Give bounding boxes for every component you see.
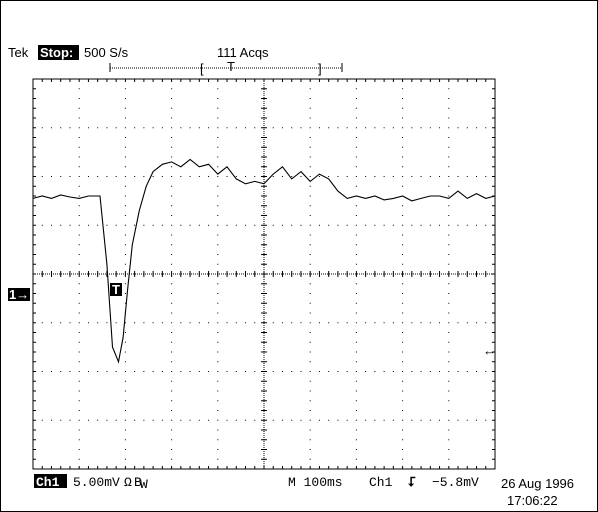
bw-limit-sub: W: [140, 477, 148, 492]
record-length-indicator: [ T ]: [109, 59, 343, 76]
capture-date: 26 Aug 1996: [501, 476, 574, 491]
bw-limit: B: [134, 475, 142, 490]
trigger-point-marker: T: [110, 282, 122, 297]
record-trigger-marker: T: [227, 59, 235, 74]
ch1-coupling: Ω: [124, 475, 132, 490]
ch1-label: Ch1: [36, 475, 60, 490]
trigger-source: Ch1: [369, 475, 393, 490]
ch1-scale: 5.00mV: [73, 475, 120, 490]
sample-rate: 500 S/s: [84, 45, 129, 60]
capture-time: 17:06:22: [507, 493, 558, 508]
acquisition-state: Stop:: [40, 45, 73, 60]
trigger-level: −5.8mV: [432, 475, 479, 490]
trigger-level-arrow: ←: [483, 343, 496, 358]
ch1-waveform: [32, 158, 496, 364]
brand-label: Tek: [8, 45, 29, 60]
graticule-ticks: [32, 78, 496, 470]
record-window-start: [: [200, 61, 204, 76]
trigger-slope-icon: ⮦: [408, 475, 416, 490]
graticule: [32, 78, 496, 470]
stop-badge: [38, 45, 79, 60]
trigger-point-label: T: [112, 282, 120, 297]
ch1-ground-label: 1→: [9, 287, 29, 302]
timebase-readout: M 100ms: [288, 475, 343, 490]
ch1-badge: [34, 474, 67, 488]
ch1-ground-marker: 1→: [8, 287, 30, 302]
acquisition-count: 111 Acqs: [217, 45, 269, 60]
record-window-end: ]: [318, 61, 322, 76]
